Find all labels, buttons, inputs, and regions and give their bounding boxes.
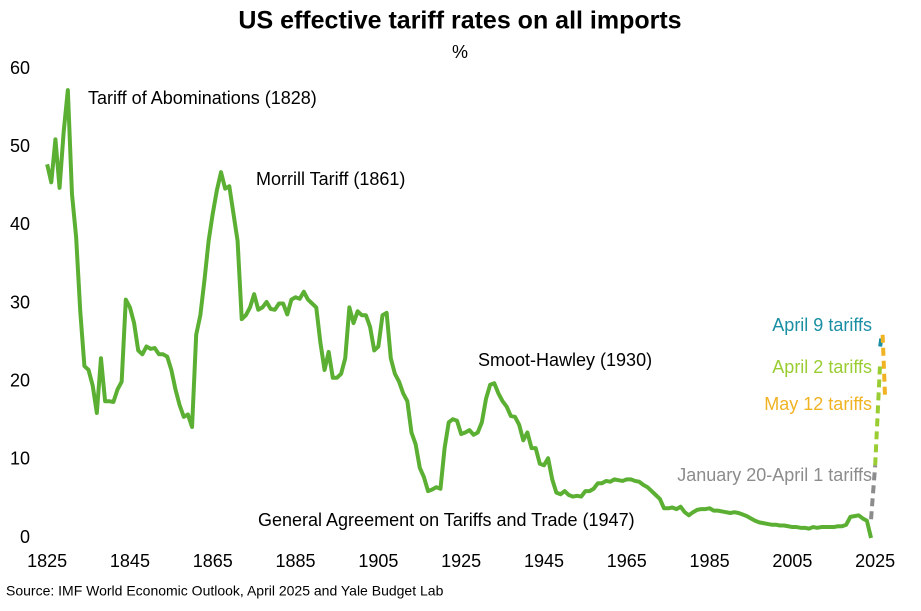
source-note: Source: IMF World Economic Outlook, Apri… [6, 583, 444, 599]
x-tick-label: 1865 [193, 551, 233, 571]
y-tick-label: 50 [10, 136, 30, 156]
annotation: Smoot-Hawley (1930) [478, 350, 652, 370]
line [45, 88, 873, 539]
line [873, 362, 883, 466]
y-tick-label: 60 [10, 58, 30, 78]
x-tick-label: 1825 [27, 551, 67, 571]
x-tick-label: 2005 [772, 551, 812, 571]
annotation: Tariff of Abominations (1828) [88, 88, 317, 108]
annotation: Morrill Tariff (1861) [256, 169, 405, 189]
series-label: April 9 tariffs [772, 315, 872, 335]
x-tick-label: 1945 [524, 551, 564, 571]
y-tick-label: 40 [10, 214, 30, 234]
x-tick-label: 1925 [441, 551, 481, 571]
x-tick-label: 1845 [110, 551, 150, 571]
x-tick-label: 1965 [607, 551, 647, 571]
chart-title: US effective tariff rates on all imports [238, 7, 681, 35]
line [880, 334, 888, 399]
annotation: General Agreement on Tariffs and Trade (… [258, 510, 635, 530]
x-tick-label: 1885 [276, 551, 316, 571]
y-tick-label: 10 [10, 449, 30, 469]
y-tick-label: 20 [10, 370, 30, 390]
x-tick-label: 2025 [855, 551, 895, 571]
y-tick-label: 30 [10, 292, 30, 312]
series-label: April 2 tariffs [772, 357, 872, 377]
series-label: May 12 tariffs [764, 394, 872, 414]
x-tick-label: 1985 [690, 551, 730, 571]
series-label: January 20-April 1 tariffs [677, 465, 872, 485]
x-tick-label: 1905 [358, 551, 398, 571]
y-tick-label: 0 [20, 527, 30, 547]
chart-subtitle: % [452, 42, 468, 62]
line [869, 465, 878, 520]
